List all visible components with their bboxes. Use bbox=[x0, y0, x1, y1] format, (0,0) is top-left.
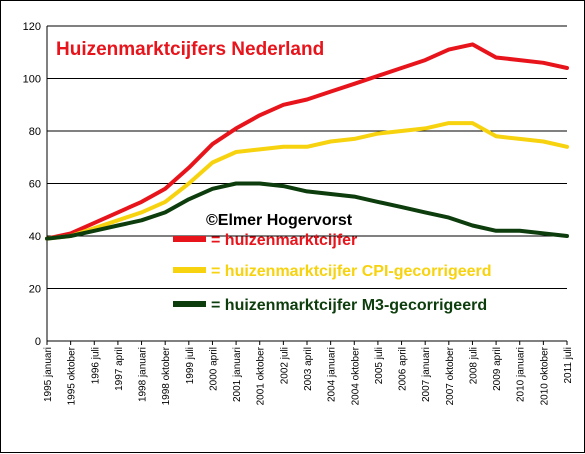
y-tick-label: 20 bbox=[29, 284, 41, 296]
x-tick-label: 2003 april bbox=[303, 347, 314, 391]
x-tick-label: 2001 oktober bbox=[256, 346, 267, 405]
series-line-1 bbox=[45, 42, 569, 241]
x-tick-label: 2006 april bbox=[398, 347, 409, 391]
grid-layer bbox=[46, 25, 567, 342]
x-tick-label: 1998 januari bbox=[138, 347, 149, 402]
copyright-annotation: ©Elmer Hogervorst bbox=[206, 212, 353, 229]
x-tick-label: 2002 juli bbox=[279, 347, 290, 384]
y-tick-label: 0 bbox=[35, 336, 41, 348]
x-tick-label: 1999 juli bbox=[185, 347, 196, 384]
x-tick-label: 2001 januari bbox=[232, 347, 243, 402]
x-tick-label: 2004 januari bbox=[327, 347, 338, 402]
x-tick-label: 2010 oktober bbox=[539, 346, 550, 405]
x-tick-label: 2009 april bbox=[492, 347, 503, 391]
legend: = huizenmarktcijfer = huizenmarktcijfer C… bbox=[173, 232, 492, 314]
y-tick-label: 80 bbox=[29, 126, 41, 138]
x-tick-label: 1998 oktober bbox=[161, 346, 172, 405]
x-tick-label: 2010 januari bbox=[516, 347, 527, 402]
x-tick-label: 2011 juli bbox=[563, 347, 574, 384]
x-tick-label: 2004 oktober bbox=[350, 346, 361, 405]
series-line-3 bbox=[45, 181, 569, 241]
chart-title: Huizenmarktcijfers Nederland bbox=[56, 39, 324, 60]
x-tick-label: 2000 april bbox=[208, 347, 219, 391]
x-tick-label: 1997 april bbox=[114, 347, 125, 391]
y-tick-label: 60 bbox=[29, 179, 41, 191]
legend-label: = huizenmarktcijfer M3-gecorrigeerd bbox=[211, 297, 487, 314]
x-tick-label: 2005 juli bbox=[374, 347, 385, 384]
x-tick-label: 1995 januari bbox=[43, 347, 54, 402]
x-tick-label: 2007 oktober bbox=[445, 346, 456, 405]
series-line-2 bbox=[45, 121, 569, 241]
x-tick-label: 1996 juli bbox=[90, 347, 101, 384]
x-axis: 1995 januari 1995 oktober 1996 juli 1997 ap… bbox=[43, 341, 574, 405]
x-tick-label: 1995 oktober bbox=[67, 346, 78, 405]
x-tick-label: 2008 juli bbox=[468, 347, 479, 384]
y-tick-label: 40 bbox=[29, 231, 41, 243]
series-layer bbox=[45, 42, 569, 241]
x-tick-label: 2007 januari bbox=[421, 347, 432, 402]
y-tick-label: 100 bbox=[23, 74, 41, 86]
legend-label: = huizenmarktcijfer CPI-gecorrigeerd bbox=[211, 263, 492, 280]
y-axis: 0 20 40 60 80 100 120 bbox=[23, 21, 41, 348]
y-tick-label: 120 bbox=[23, 21, 41, 33]
legend-label: = huizenmarktcijfer bbox=[211, 232, 357, 249]
